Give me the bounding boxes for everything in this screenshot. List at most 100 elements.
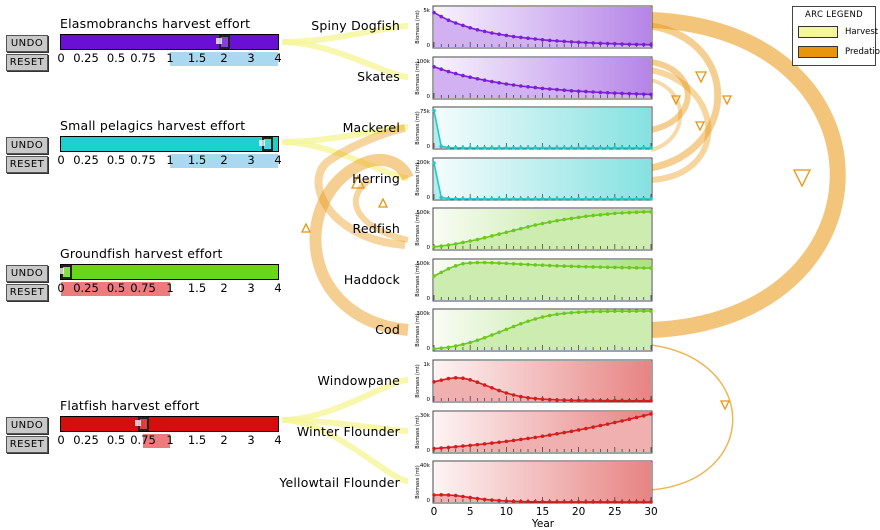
species-label: Cod [375,322,400,337]
effort-slider[interactable] [60,34,279,50]
data-point [569,398,574,403]
data-point [432,446,436,451]
slider-thumb[interactable] [135,417,149,431]
data-point [540,315,545,319]
slider-tick-label: 2 [220,433,228,447]
y-zero-label: 0 [427,296,431,302]
species-label: Yellowtail Flounder [279,475,400,490]
data-point [482,260,487,265]
data-point [649,92,653,97]
y-axis-label: Biomass (mt) [415,212,421,245]
y-zero-label: 0 [427,346,431,352]
data-point [555,398,559,402]
undo-button[interactable]: UNDO [6,137,48,154]
legend-swatch-harvest [798,26,838,38]
data-point [504,439,509,444]
slider-tick-label: 0 [57,281,65,295]
reset-button[interactable]: RESET [6,156,48,173]
slider-tick-label: 1.5 [187,281,207,295]
data-point [526,319,530,324]
data-point [504,146,509,150]
species-label: Redfish [352,221,400,236]
data-point [627,146,632,150]
data-point [461,240,465,245]
reset-button[interactable]: RESET [6,54,48,71]
data-point [446,493,451,497]
data-point [504,327,509,332]
data-point [641,309,646,313]
slider-tick-label: 0.5 [106,281,126,295]
predation-arc [309,153,414,336]
effort-slider[interactable] [60,136,279,152]
data-point [598,500,603,504]
slider-thumb[interactable] [58,265,72,279]
slider-thumb[interactable] [259,137,273,151]
data-point [613,91,617,95]
data-point [627,398,632,403]
reset-button[interactable]: RESET [6,436,48,453]
data-point [533,197,538,201]
data-point [547,197,552,201]
data-point [490,333,494,337]
predation-arc [650,67,712,183]
data-point [519,226,523,231]
data-point [533,146,538,150]
species-label: Windowpane [317,373,400,388]
data-point [526,85,530,89]
undo-button[interactable]: UNDO [6,35,48,52]
legend-label-harvest: Harvest [845,27,879,37]
data-point [569,500,574,504]
data-point [598,41,603,46]
data-point [620,42,624,46]
data-point [468,146,472,150]
data-point [519,321,523,326]
data-point [555,146,559,150]
legend-swatch-predation [798,46,838,58]
data-point [540,397,545,402]
y-axis-label: Biomass (mt) [415,465,421,498]
data-point [576,89,581,93]
data-point [461,261,465,266]
data-point [634,398,639,403]
data-point [562,311,566,316]
slider-tick-label: 0.25 [73,51,99,65]
undo-button[interactable]: UNDO [6,417,48,434]
x-tick-label: 0 [431,506,438,518]
data-point [634,266,639,270]
slider-thumb[interactable] [216,35,230,49]
data-point [562,430,566,435]
data-point [634,210,639,215]
slider-tick-label: 0.5 [106,433,126,447]
effort-slider[interactable] [58,264,279,280]
y-zero-label: 0 [427,498,431,504]
data-point [511,393,516,397]
reset-button[interactable]: RESET [6,284,48,301]
data-point [504,197,509,201]
arc-arrow-icon [792,169,812,188]
slider-tick-label: 0.75 [130,281,156,295]
effort-slider[interactable] [60,416,279,432]
data-point [605,41,610,46]
data-point [453,493,458,498]
data-point [620,398,624,403]
data-point [555,264,559,268]
data-point [540,500,545,504]
uncertainty-area [434,58,651,95]
undo-button[interactable]: UNDO [6,265,48,282]
slider-tick-label: 2 [220,51,228,65]
data-point [627,197,632,201]
data-point [511,197,516,201]
data-point [584,264,588,269]
data-point [482,29,487,34]
y-axis-label: Biomass (mt) [415,162,421,195]
data-point [490,197,494,201]
data-point [439,244,444,248]
slider-tick-label: 4 [274,153,282,167]
data-point [620,309,624,314]
arc-layer [281,12,846,491]
data-point [439,446,444,450]
data-point [511,499,516,504]
arc-arrow-icon [670,95,682,106]
data-point [497,330,501,335]
